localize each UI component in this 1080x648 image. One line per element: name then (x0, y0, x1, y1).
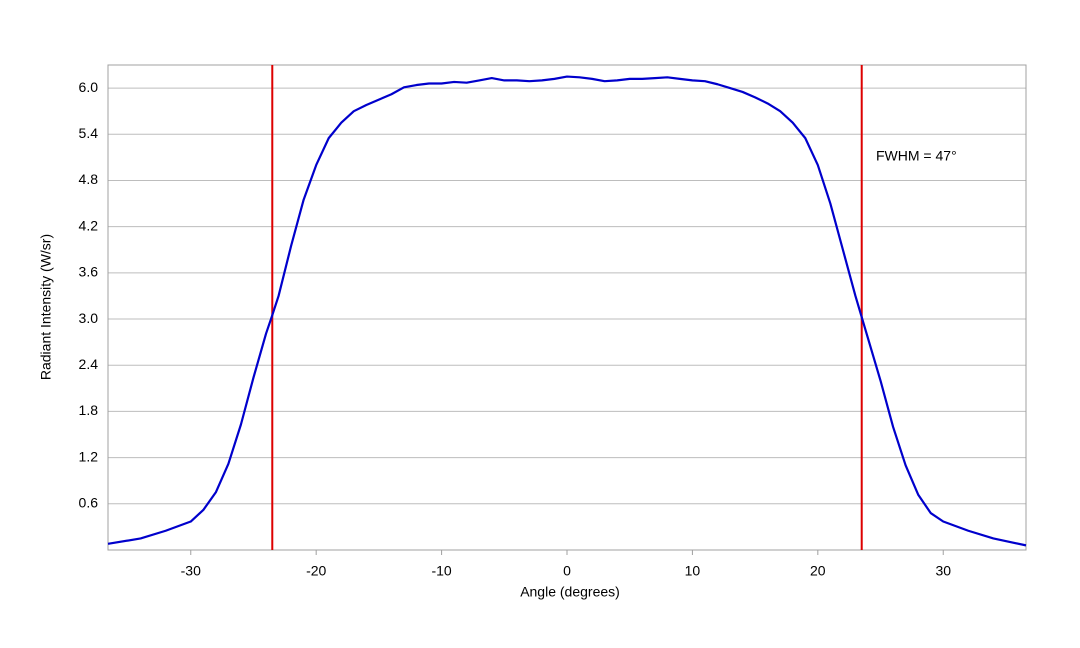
x-axis-label: Angle (degrees) (520, 584, 620, 600)
y-tick-label: 2.4 (79, 356, 99, 372)
y-tick-label: 4.2 (79, 217, 99, 233)
y-tick-label: 6.0 (79, 79, 99, 95)
x-tick-label: -10 (431, 563, 451, 579)
y-tick-label: 0.6 (79, 495, 99, 511)
y-tick-label: 1.8 (79, 402, 99, 418)
x-tick-label: -20 (306, 563, 326, 579)
x-tick-label: 20 (810, 563, 826, 579)
x-tick-label: 0 (563, 563, 571, 579)
y-tick-label: 3.0 (79, 310, 99, 326)
x-tick-label: 10 (685, 563, 701, 579)
data-line (107, 75, 1027, 547)
plot-frame (107, 64, 1027, 551)
y-tick-label: 4.8 (79, 171, 99, 187)
y-tick-label: 5.4 (79, 125, 99, 141)
annotation: FWHM = 47° (876, 148, 957, 164)
y-tick-label: 3.6 (79, 264, 99, 280)
x-tick-label: 30 (935, 563, 951, 579)
y-axis-label: Radiant Intensity (W/sr) (38, 234, 54, 380)
x-tick-label: -30 (181, 563, 201, 579)
y-tick-label: 1.2 (79, 448, 99, 464)
